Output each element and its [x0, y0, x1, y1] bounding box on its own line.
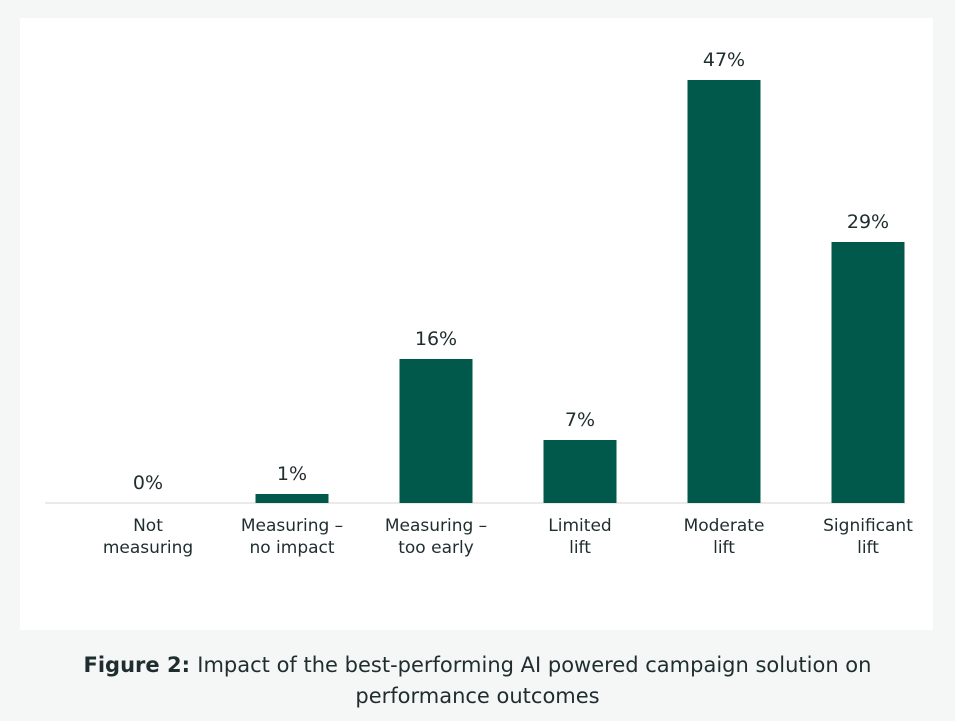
bar [399, 359, 473, 503]
chart-panel: 0% Not measuring 1% Measuring – no impact 16% M… [20, 18, 933, 630]
value-label: 29% [847, 211, 889, 233]
category-label: Not measuring [103, 516, 193, 558]
bar [687, 80, 761, 503]
value-label: 47% [703, 49, 745, 71]
bar [255, 494, 329, 503]
category-label: Measuring – no impact [241, 516, 343, 558]
value-label: 0% [133, 472, 163, 494]
value-label: 16% [415, 328, 457, 350]
category-label: Moderate lift [684, 516, 765, 558]
bar [831, 242, 905, 503]
bar-chart: 0% Not measuring 1% Measuring – no impact 16% M… [45, 49, 913, 558]
value-label: 1% [277, 463, 307, 485]
figure-caption: Figure 2: Impact of the best-performing … [0, 650, 955, 712]
category-label: Significant lift [823, 516, 913, 558]
category-label: Measuring – too early [385, 516, 487, 558]
bar [543, 440, 617, 503]
category-label: Limited lift [548, 516, 611, 558]
value-label: 7% [565, 409, 595, 431]
caption-line-1: Impact of the best-performing AI powered… [197, 653, 872, 677]
caption-line-2: performance outcomes [355, 684, 600, 708]
caption-prefix: Figure 2: [83, 653, 198, 677]
